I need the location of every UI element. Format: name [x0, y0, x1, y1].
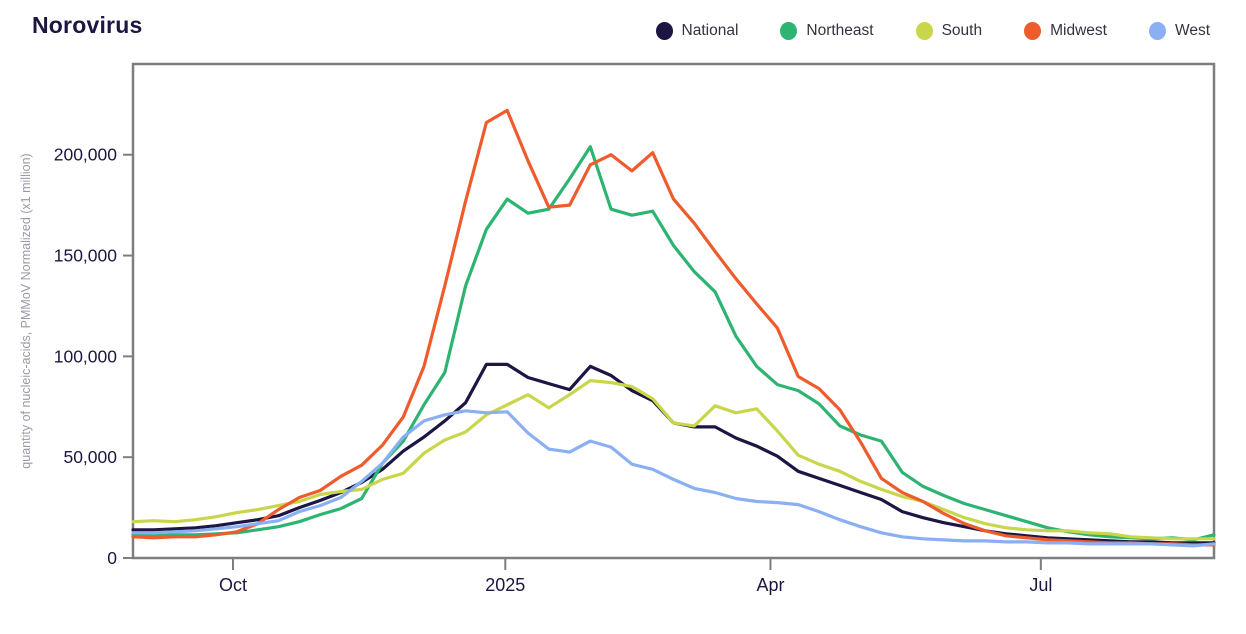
legend-label: National: [681, 22, 739, 39]
series-line-national: [131, 362, 1216, 545]
x-tick-label: Apr: [756, 575, 784, 595]
y-tick-label: 50,000: [63, 447, 117, 467]
y-tick-label: 200,000: [54, 145, 118, 165]
legend-label: Northeast: [806, 22, 874, 39]
legend-label: West: [1174, 22, 1210, 39]
legend-item-northeast[interactable]: Northeast: [780, 22, 874, 40]
legend-dot-south: [915, 22, 933, 40]
x-tick-label: 2025: [485, 575, 525, 595]
legend-item-national[interactable]: National: [655, 22, 739, 40]
legend-dot-west: [1148, 22, 1166, 40]
plot-border: [131, 62, 1216, 560]
legend-dot-northeast: [780, 22, 798, 40]
legend-item-south[interactable]: South: [915, 22, 983, 40]
x-tick-label: Oct: [219, 575, 247, 595]
y-tick-label: 100,000: [54, 346, 118, 366]
chart-legend: National Northeast South Midwest West: [655, 22, 1210, 40]
series-line-midwest: [131, 108, 1216, 547]
legend-dot-midwest: [1024, 22, 1042, 40]
series-line-west: [131, 409, 1216, 548]
x-tick-label: Jul: [1029, 575, 1052, 595]
series-line-south: [131, 379, 1216, 541]
y-tick-label: 0: [107, 548, 117, 568]
legend-label: Midwest: [1050, 22, 1107, 39]
legend-dot-national: [655, 22, 673, 40]
legend-item-west[interactable]: West: [1148, 22, 1210, 40]
legend-item-midwest[interactable]: Midwest: [1024, 22, 1107, 40]
y-axis-title: quantity of nucleic-acids, PMMoV Normali…: [19, 153, 33, 468]
page-title: Norovirus: [32, 12, 143, 38]
series-line-northeast: [131, 145, 1216, 542]
legend-label: South: [941, 22, 983, 39]
y-tick-label: 150,000: [54, 246, 118, 266]
